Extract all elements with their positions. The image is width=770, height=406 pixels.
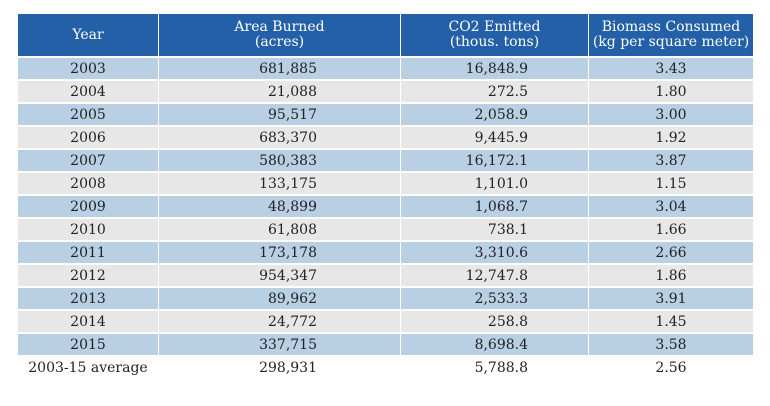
- header-year-label: Year: [72, 26, 104, 43]
- header-row: Year Area Burned (acres) CO2 Emitted (th…: [18, 14, 753, 56]
- table-row: 2007 580,383 16,172.1 3.87: [18, 148, 753, 171]
- fire-emissions-table: Year Area Burned (acres) CO2 Emitted (th…: [18, 14, 753, 378]
- cell-biomass-consumed: 3.04: [589, 194, 753, 217]
- cell-year: 2013: [18, 286, 159, 309]
- cell-biomass-consumed: 2.66: [589, 240, 753, 263]
- cell-biomass-consumed: 1.92: [589, 125, 753, 148]
- cell-year: 2007: [18, 148, 159, 171]
- cell-area-burned: 89,962: [159, 286, 401, 309]
- table-row: 2004 21,088 272.5 1.80: [18, 79, 753, 102]
- fire-emissions-table-container: Year Area Burned (acres) CO2 Emitted (th…: [18, 14, 753, 378]
- cell-area-burned: 61,808: [159, 217, 401, 240]
- cell-co2-emitted: 2,533.3: [401, 286, 589, 309]
- cell-biomass-consumed: 2.56: [589, 355, 753, 378]
- cell-co2-emitted: 9,445.9: [401, 125, 589, 148]
- cell-area-burned: 133,175: [159, 171, 401, 194]
- header-area-label: Area Burned: [234, 19, 325, 35]
- table-row: 2005 95,517 2,058.9 3.00: [18, 102, 753, 125]
- cell-co2-emitted: 2,058.9: [401, 102, 589, 125]
- cell-area-burned: 681,885: [159, 56, 401, 79]
- cell-biomass-consumed: 1.15: [589, 171, 753, 194]
- header-area-burned: Area Burned (acres): [159, 14, 401, 56]
- cell-biomass-consumed: 1.45: [589, 309, 753, 332]
- table-row: 2003 681,885 16,848.9 3.43: [18, 56, 753, 79]
- cell-biomass-consumed: 3.91: [589, 286, 753, 309]
- cell-co2-emitted: 272.5: [401, 79, 589, 102]
- cell-co2-emitted: 8,698.4: [401, 332, 589, 355]
- cell-co2-emitted: 3,310.6: [401, 240, 589, 263]
- header-biomass-label: Biomass Consumed: [601, 19, 741, 35]
- cell-area-burned: 580,383: [159, 148, 401, 171]
- cell-co2-emitted: 258.8: [401, 309, 589, 332]
- cell-area-burned: 21,088: [159, 79, 401, 102]
- table-row: 2012 954,347 12,747.8 1.86: [18, 263, 753, 286]
- cell-area-burned: 337,715: [159, 332, 401, 355]
- header-year: Year: [18, 14, 159, 56]
- cell-area-burned: 48,899: [159, 194, 401, 217]
- cell-year: 2010: [18, 217, 159, 240]
- table-row: 2011 173,178 3,310.6 2.66: [18, 240, 753, 263]
- header-biomass-consumed: Biomass Consumed (kg per square meter): [589, 14, 753, 56]
- cell-co2-emitted: 738.1: [401, 217, 589, 240]
- cell-biomass-consumed: 1.80: [589, 79, 753, 102]
- cell-area-burned: 954,347: [159, 263, 401, 286]
- cell-year: 2015: [18, 332, 159, 355]
- cell-biomass-consumed: 3.43: [589, 56, 753, 79]
- cell-biomass-consumed: 1.66: [589, 217, 753, 240]
- cell-co2-emitted: 12,747.8: [401, 263, 589, 286]
- header-area-unit: (acres): [254, 34, 305, 50]
- table-row: 2006 683,370 9,445.9 1.92: [18, 125, 753, 148]
- table-row: 2008 133,175 1,101.0 1.15: [18, 171, 753, 194]
- cell-area-burned: 683,370: [159, 125, 401, 148]
- cell-biomass-consumed: 1.86: [589, 263, 753, 286]
- table-row: 2014 24,772 258.8 1.45: [18, 309, 753, 332]
- cell-year: 2003: [18, 56, 159, 79]
- cell-co2-emitted: 1,068.7: [401, 194, 589, 217]
- table-row: 2013 89,962 2,533.3 3.91: [18, 286, 753, 309]
- cell-co2-emitted: 16,172.1: [401, 148, 589, 171]
- cell-area-burned: 298,931: [159, 355, 401, 378]
- header-co2-label: CO2 Emitted: [448, 19, 541, 35]
- table-row: 2009 48,899 1,068.7 3.04: [18, 194, 753, 217]
- cell-area-burned: 24,772: [159, 309, 401, 332]
- table-header: Year Area Burned (acres) CO2 Emitted (th…: [18, 14, 753, 56]
- cell-biomass-consumed: 3.58: [589, 332, 753, 355]
- cell-year: 2009: [18, 194, 159, 217]
- header-biomass-unit: (kg per square meter): [592, 34, 750, 50]
- cell-year: 2011: [18, 240, 159, 263]
- table-row: 2015 337,715 8,698.4 3.58: [18, 332, 753, 355]
- cell-year: 2005: [18, 102, 159, 125]
- cell-co2-emitted: 5,788.8: [401, 355, 589, 378]
- cell-year: 2004: [18, 79, 159, 102]
- header-co2-unit: (thous. tons): [449, 34, 540, 50]
- cell-area-burned: 173,178: [159, 240, 401, 263]
- cell-year: 2003-15 average: [18, 355, 159, 378]
- cell-area-burned: 95,517: [159, 102, 401, 125]
- cell-year: 2006: [18, 125, 159, 148]
- cell-year: 2014: [18, 309, 159, 332]
- table-row: 2010 61,808 738.1 1.66: [18, 217, 753, 240]
- cell-biomass-consumed: 3.00: [589, 102, 753, 125]
- table-row-average: 2003-15 average 298,931 5,788.8 2.56: [18, 355, 753, 378]
- cell-biomass-consumed: 3.87: [589, 148, 753, 171]
- table-body: 2003 681,885 16,848.9 3.43 2004 21,088 2…: [18, 56, 753, 378]
- cell-year: 2012: [18, 263, 159, 286]
- header-co2-emitted: CO2 Emitted (thous. tons): [401, 14, 589, 56]
- cell-year: 2008: [18, 171, 159, 194]
- cell-co2-emitted: 1,101.0: [401, 171, 589, 194]
- cell-co2-emitted: 16,848.9: [401, 56, 589, 79]
